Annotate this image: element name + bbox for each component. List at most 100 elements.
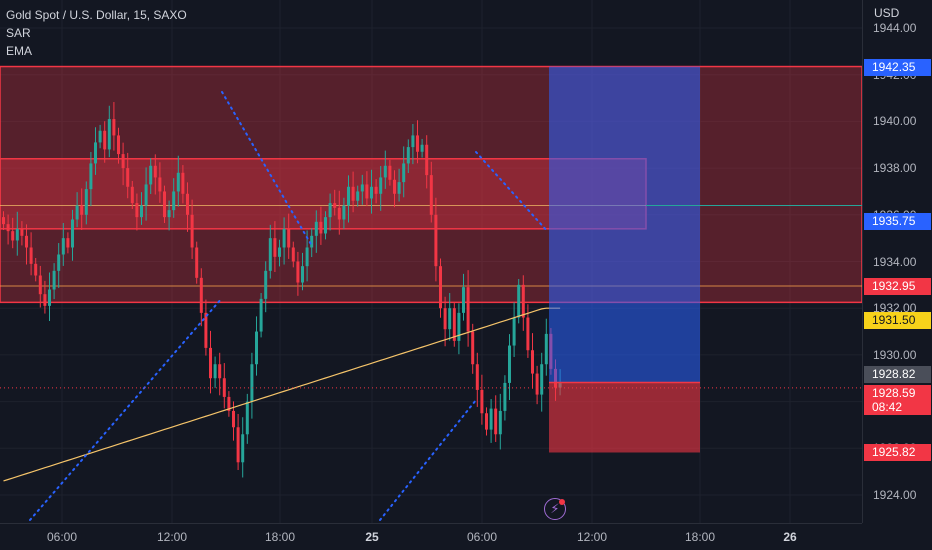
candle-body: [393, 179, 396, 194]
candle-body: [255, 331, 258, 365]
candle-body: [337, 207, 341, 220]
candle-body: [314, 221, 318, 236]
candle-body: [416, 135, 419, 152]
candle-body: [278, 247, 281, 257]
candle-body: [126, 168, 130, 187]
time-tick-label: 25: [365, 530, 379, 544]
candle-body: [181, 172, 185, 194]
candle-body: [199, 277, 203, 313]
price-tick-label: 1932.00: [873, 301, 917, 316]
candle-body: [328, 203, 332, 218]
chart-canvas[interactable]: Gold Spot / U.S. Dollar, 15, SAXO SAR EM…: [0, 0, 862, 523]
candle-body: [291, 247, 295, 262]
candle-body: [15, 228, 19, 241]
candle-body: [296, 261, 300, 283]
candle-body: [485, 413, 488, 430]
candle-body: [434, 214, 438, 267]
candle-body: [144, 184, 148, 206]
price-tag-label: 1928.59: [872, 385, 916, 400]
price-chart[interactable]: [0, 0, 862, 523]
candle-body: [195, 247, 199, 278]
candle-body: [98, 130, 102, 143]
candle-body: [48, 289, 51, 306]
price-tag: 1928.82: [864, 366, 931, 384]
lightning-bolt-icon[interactable]: ⚡: [544, 498, 566, 520]
candle-body: [489, 408, 493, 430]
candle-body: [245, 401, 249, 435]
sar-dots-segment: [29, 297, 223, 521]
candle-body: [494, 408, 498, 435]
candle-body: [25, 235, 28, 248]
indicator-ema-label[interactable]: EMA: [6, 44, 33, 58]
candle-body: [305, 247, 309, 267]
candle-body: [52, 270, 56, 290]
candle-body: [374, 186, 378, 194]
symbol-title[interactable]: Gold Spot / U.S. Dollar, 15, SAXO: [6, 8, 187, 22]
ema-line: [3, 307, 561, 482]
currency-label[interactable]: USD: [874, 6, 900, 20]
time-tick-label: 12:00: [156, 530, 188, 544]
candle-body: [425, 144, 429, 176]
candle-body: [135, 203, 139, 218]
candle-body: [498, 410, 502, 435]
candle-body: [190, 214, 194, 248]
candle-body: [503, 382, 507, 411]
sar-dots-segment: [475, 151, 549, 233]
candle-body: [475, 364, 479, 390]
price-tag-label: 1928.82: [872, 367, 916, 382]
time-tick-label: 18:00: [264, 530, 296, 544]
candle-body: [535, 373, 539, 395]
candle-body: [301, 266, 304, 283]
candle-body: [204, 312, 208, 348]
candle-body: [259, 298, 263, 332]
inner-supply-zone: [0, 158, 647, 230]
candle-body: [310, 235, 314, 248]
candle-body: [75, 205, 79, 220]
price-tick-label: 1930.00: [873, 347, 917, 362]
price-tick-label: 1934.00: [873, 254, 917, 269]
candle-body: [531, 350, 534, 374]
candle-body: [94, 142, 97, 164]
candle-body: [153, 165, 157, 178]
price-axis[interactable]: 1944.001942.001940.001938.001936.001934.…: [862, 0, 932, 523]
price-tag: 1931.50: [864, 311, 931, 329]
candle-body: [186, 193, 189, 215]
candle-body: [43, 294, 47, 306]
candle-body: [29, 247, 33, 264]
candle-body: [462, 287, 465, 313]
sar-dots-segment: [221, 91, 313, 247]
indicator-sar-label[interactable]: SAR: [6, 26, 31, 40]
candle-body: [20, 228, 24, 236]
price-tag: 1935.75: [864, 212, 931, 230]
candle-body: [480, 389, 484, 414]
candle-body: [420, 144, 424, 152]
candle-body: [61, 238, 65, 255]
candle-body: [71, 219, 74, 248]
candle-body: [107, 119, 111, 150]
candle-body: [439, 266, 442, 309]
candle-body: [227, 396, 231, 411]
candle-body: [429, 175, 433, 215]
candle-body: [250, 364, 254, 402]
candle-body: [282, 228, 286, 248]
candle-body: [172, 191, 176, 211]
candle-body: [273, 238, 277, 257]
candle-body: [80, 205, 84, 215]
candle-body: [365, 184, 369, 199]
candle-body: [356, 191, 360, 201]
time-axis[interactable]: 06:00 12:00 18:00 25 06:00 12:00 18:00 26: [0, 523, 862, 550]
price-tick-label: 1924.00: [873, 487, 917, 502]
candle-body: [2, 217, 5, 225]
candle-body: [209, 347, 212, 379]
candle-body: [112, 119, 116, 136]
candle-body: [236, 427, 240, 463]
candle-body: [117, 135, 120, 155]
candle-body: [406, 147, 410, 164]
candle-body: [351, 186, 355, 201]
candle-body: [287, 228, 291, 248]
candle-body: [521, 284, 525, 318]
candle-body: [34, 263, 38, 276]
candle-body: [57, 254, 61, 271]
candle-body: [218, 364, 222, 379]
price-tag: 1942.35: [864, 58, 931, 76]
